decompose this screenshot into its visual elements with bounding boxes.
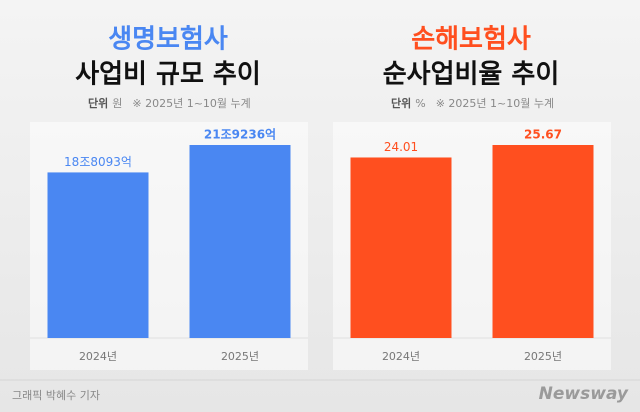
bar [47,172,149,338]
chart-title: 손해보험사 [411,25,531,55]
value-label: 18조8093억 [64,155,132,169]
unit: % [415,97,425,110]
unit-line: 단위% ※ 2025년 1~10월 누계 [391,96,554,110]
x-tick-label: 2024년 [79,350,117,363]
value-label: 25.67 [524,128,562,142]
value-label: 21조9236억 [204,128,276,142]
unit-label: 단위 [88,96,108,110]
x-tick-label: 2025년 [221,350,259,363]
unit-line: 단위 원 ※ 2025년 1~10월 누계 [88,96,251,110]
note: ※ 2025년 1~10월 누계 [132,97,250,110]
chart-subtitle: 사업비 규모 추이 [75,60,261,90]
bar [350,157,452,338]
unit: 원 [112,97,122,110]
x-tick-label: 2024년 [382,350,420,363]
x-tick-label: 2025년 [524,350,562,363]
chart-subtitle: 순사업비율 추이 [383,60,560,90]
unit-label: 단위 [391,96,411,110]
bar [492,145,594,338]
credit: 그래픽 박혜수 기자 [12,389,100,402]
value-label: 24.01 [384,140,418,154]
logo: Newsway [539,384,629,404]
note: ※ 2025년 1~10월 누계 [436,97,554,110]
chart-title: 생명보험사 [108,25,228,55]
bar [189,145,291,338]
